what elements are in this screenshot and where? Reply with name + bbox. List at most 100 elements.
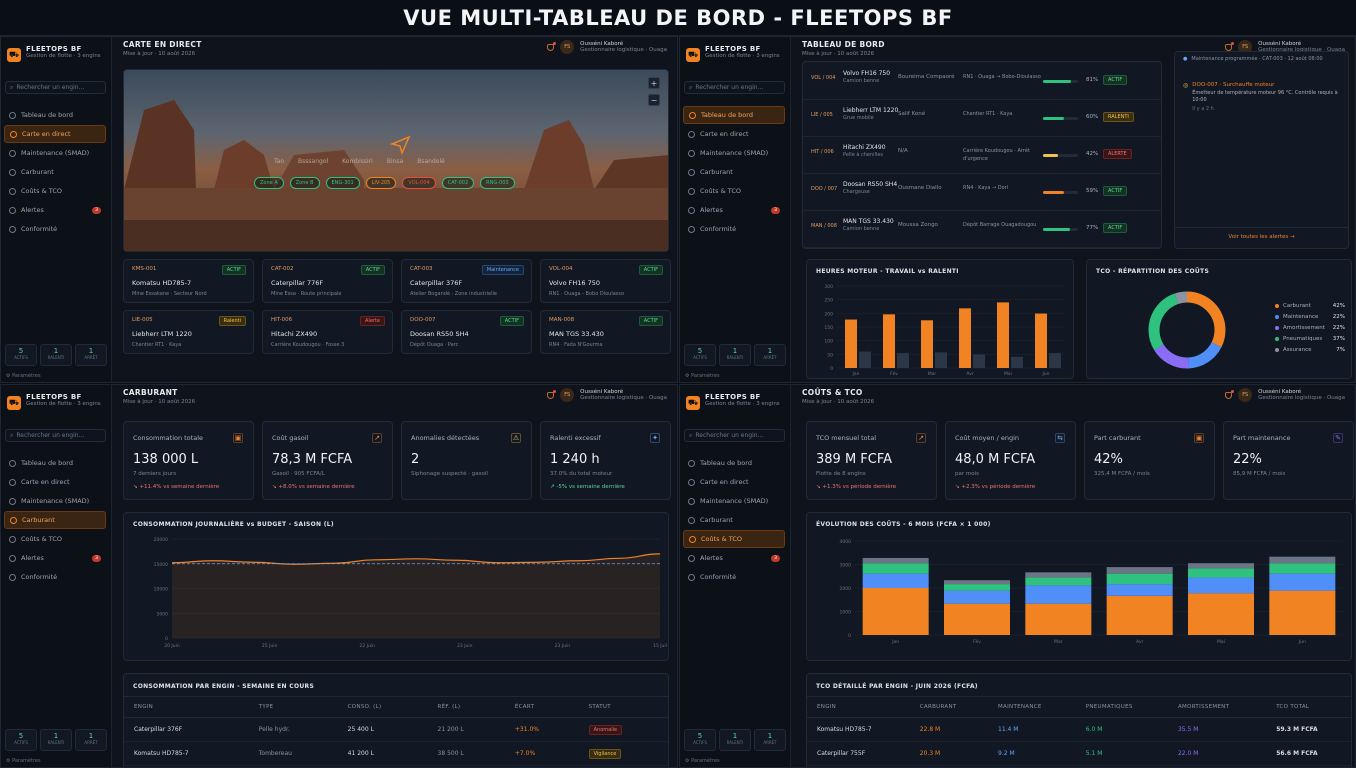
avatar[interactable]: FS	[560, 40, 575, 54]
vehicle-card[interactable]: DOO-007 ACTIF Doosan RS50 SH4 Dépôt Ouaga ·…	[401, 310, 532, 354]
sidebar-item[interactable]: Maintenance (SMAD)	[4, 492, 106, 510]
bell-icon[interactable]	[547, 389, 557, 399]
sidebar-item[interactable]: Conformité	[683, 568, 785, 586]
bell-icon[interactable]	[1225, 389, 1235, 399]
sidebar-item[interactable]: Carte en direct	[4, 473, 106, 491]
avatar[interactable]: FS	[1238, 40, 1253, 54]
x-tick-label: 22 Juin	[359, 643, 375, 649]
utilization-pct: 77%	[1086, 225, 1099, 231]
column-header[interactable]: TYPE	[248, 697, 338, 718]
column-header[interactable]: STATUT	[578, 697, 668, 718]
vehicle-card[interactable]: CAT-002 ACTIF Caterpillar 776F Mine Essa · …	[262, 259, 393, 303]
table-row[interactable]: Caterpillar 376F Pelle hydr. 25 400 L 21 20…	[124, 717, 668, 742]
sidebar-item[interactable]: Tableau de bord	[4, 106, 106, 124]
sidebar-item[interactable]: Carte en direct	[683, 473, 785, 491]
sidebar-item[interactable]: Maintenance (SMAD)	[683, 144, 785, 162]
vehicle-card[interactable]: VOL-004 ACTIF Volvo FH16 750 RN1 · Ouaga - …	[540, 259, 671, 303]
sidebar-item[interactable]: Carburant	[4, 163, 106, 181]
vehicle-card[interactable]: MAN-008 ACTIF MAN TGS 33.430 RN4 · Fada N'G…	[540, 310, 671, 354]
utilization-fill	[1043, 191, 1064, 194]
fleet-row[interactable]: VOL / 004 Volvo FH16 750 Camion benne Boure…	[803, 66, 1161, 100]
map-vehicle-chip[interactable]: CAT-002	[441, 177, 475, 189]
sidebar-item[interactable]: Conformité	[683, 220, 785, 238]
sidebar-item[interactable]: Coûts & TCO	[4, 182, 106, 200]
zoom-out-button[interactable]: −	[648, 94, 660, 106]
sidebar-item[interactable]: Coûts & TCO	[4, 530, 106, 548]
sidebar-item[interactable]: Tableau de bord	[4, 454, 106, 472]
sidebar-item[interactable]: Carburant	[683, 511, 785, 529]
search-input[interactable]: ⌕ Rechercher un engin...	[5, 81, 106, 94]
map-vehicle-chip[interactable]: Zone B	[289, 177, 320, 189]
column-header[interactable]: ÉCART	[504, 697, 579, 718]
sidebar-item[interactable]: Carte en direct	[683, 125, 785, 143]
column-header[interactable]: AMORTISSEMENT	[1167, 697, 1267, 718]
fleet-status-list: VOL / 004 Volvo FH16 750 Camion benne Boure…	[802, 61, 1162, 249]
sidebar-item[interactable]: Alertes 3	[683, 549, 785, 567]
sidebar-item-label: Tableau de bord	[21, 111, 73, 119]
vehicle-card[interactable]: HIT-006 Alerte Hitachi ZX490 Carrière Koudo…	[262, 310, 393, 354]
legend-label: Maintenance	[1283, 313, 1319, 320]
map-vehicle-chip[interactable]: Zone A	[254, 177, 284, 189]
column-header[interactable]: MAINTENANCE	[988, 697, 1076, 718]
search-input[interactable]: ⌕ Rechercher un engin...	[684, 81, 785, 94]
avatar[interactable]: FS	[1238, 388, 1253, 402]
live-map[interactable]: Tao Bsssangol Kombissiri Binsa Bsandelé Zone…	[123, 69, 669, 252]
sidebar-item[interactable]: Tableau de bord	[683, 106, 785, 124]
vehicle-card[interactable]: LIE-005 Ralenti Liebherr LTM 1220 Chantier …	[123, 310, 254, 354]
sidebar-item[interactable]: Coûts & TCO	[683, 530, 785, 548]
column-header[interactable]: CONSO. (L)	[337, 697, 428, 718]
view-all-alerts-link[interactable]: Voir toutes les alertes →	[1175, 227, 1348, 240]
sidebar-item[interactable]: Alertes 3	[683, 201, 785, 219]
alert-item[interactable]: ◎ DOO-007 · Surchauffe moteur Émetteur de…	[1183, 82, 1343, 112]
settings-link[interactable]: ⚙ Paramètres	[685, 373, 720, 379]
sidebar-item[interactable]: Conformité	[4, 220, 106, 238]
column-header[interactable]: RÉF. (L)	[427, 697, 505, 718]
table-row[interactable]: Caterpillar 755F 20.3 M 9.2 M 5.1 M 22.0 M 56…	[807, 741, 1351, 766]
column-header[interactable]: TCO TOTAL	[1266, 697, 1351, 718]
fleet-row[interactable]: DOO / 007 Doosan RS50 SH4 Chargeuse Ousmane…	[803, 177, 1161, 211]
settings-label: Paramètres	[12, 758, 41, 764]
map-vehicle-chip[interactable]: VOL-004	[402, 177, 436, 189]
stacked-bar-segment	[1269, 556, 1336, 564]
alert-item[interactable]: ● Maintenance programmée · CAT-003 · 12 a…	[1183, 56, 1343, 62]
table-cell: 20.3 M	[909, 741, 988, 766]
table-row[interactable]: Komatsu HD785-7 Tombereau 41 200 L 38 500 L…	[124, 741, 668, 766]
sidebar-item[interactable]: Carte en direct	[4, 125, 106, 143]
sidebar-item[interactable]: Carburant	[683, 163, 785, 181]
column-header[interactable]: CARBURANT	[909, 697, 988, 718]
vehicle-card[interactable]: CAT-003 Maintenance Caterpillar 376F Atelie…	[401, 259, 532, 303]
navigation-arrow-icon[interactable]	[389, 135, 411, 156]
user-name: Ousséni Kaboré	[1258, 41, 1302, 47]
vehicle-card[interactable]: KMS-001 ACTIF Komatsu HD785-7 Mine Essakane…	[123, 259, 254, 303]
column-header[interactable]: ENGIN	[807, 697, 910, 718]
fleet-row[interactable]: LIE / 005 Liebherr LTM 1220 Grue mobile Sal…	[803, 103, 1161, 137]
sidebar-item[interactable]: Maintenance (SMAD)	[4, 144, 106, 162]
fleet-row[interactable]: MAN / 008 MAN TGS 33.430 Camion benne Mouss…	[803, 214, 1161, 248]
stacked-bar-segment	[944, 580, 1010, 585]
settings-link[interactable]: ⚙ Paramètres	[6, 373, 41, 379]
avatar[interactable]: FS	[560, 388, 575, 402]
sidebar-item[interactable]: Conformité	[4, 568, 106, 586]
bell-icon[interactable]	[1225, 41, 1235, 51]
search-input[interactable]: ⌕ Rechercher un engin...	[5, 429, 106, 442]
map-vehicle-chip[interactable]: RNG-003	[480, 177, 515, 189]
sidebar-item[interactable]: Tableau de bord	[683, 454, 785, 472]
column-header[interactable]: ENGIN	[124, 697, 249, 718]
fleet-row[interactable]: HIT / 006 Hitachi ZX490 Pelle à chenilles N…	[803, 140, 1161, 174]
column-header[interactable]: PNEUMATIQUES	[1075, 697, 1168, 718]
sidebar-item[interactable]: Alertes 3	[4, 201, 106, 219]
sidebar-item[interactable]: Alertes 3	[4, 549, 106, 567]
table-row[interactable]: Komatsu HD785-7 22.8 M 11.4 M 6.0 M 35.5 M 59…	[807, 717, 1351, 742]
map-vehicle-chip[interactable]: ENG-301	[325, 177, 360, 189]
brand-subtitle: Gestion de flotte · 3 engins	[26, 401, 101, 407]
bell-icon[interactable]	[547, 41, 557, 51]
sidebar-item[interactable]: Carburant	[4, 511, 106, 529]
sidebar-item[interactable]: Coûts & TCO	[683, 182, 785, 200]
settings-link[interactable]: ⚙ Paramètres	[6, 758, 41, 764]
settings-link[interactable]: ⚙ Paramètres	[685, 758, 720, 764]
truck-logo-icon: ⛟	[686, 48, 700, 62]
map-vehicle-chip[interactable]: LIV-205	[365, 177, 397, 189]
search-input[interactable]: ⌕ Rechercher un engin...	[684, 429, 785, 442]
sidebar-item[interactable]: Maintenance (SMAD)	[683, 492, 785, 510]
zoom-in-button[interactable]: +	[648, 77, 660, 89]
